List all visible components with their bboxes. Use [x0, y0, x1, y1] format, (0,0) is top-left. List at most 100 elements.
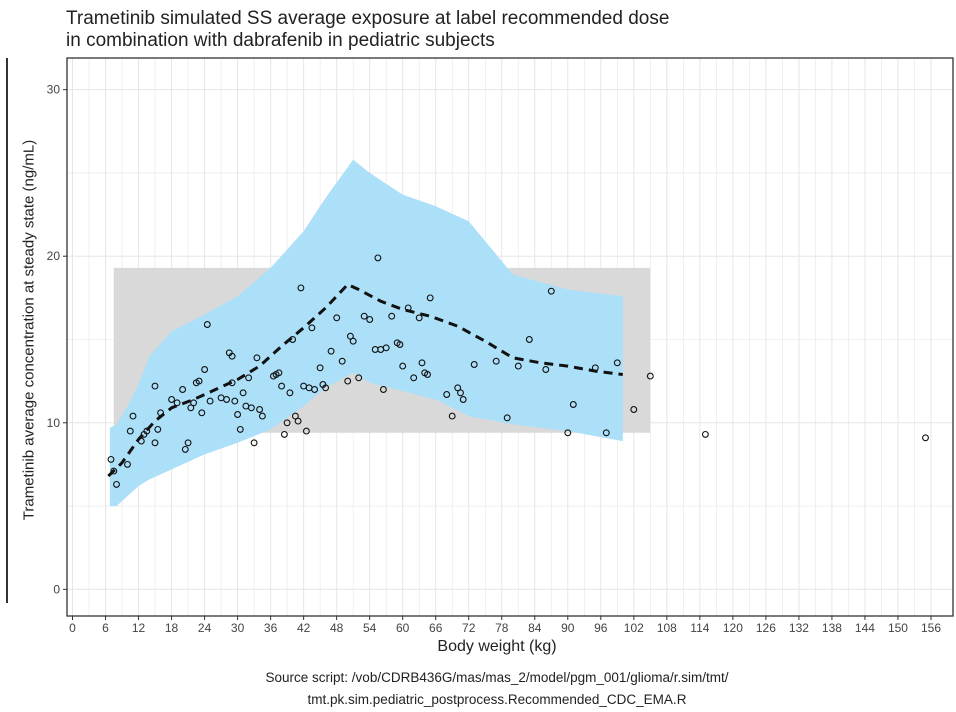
data-point	[187, 404, 195, 412]
data-point	[294, 417, 302, 425]
y-tick-label: 10	[47, 416, 61, 430]
data-point	[503, 414, 511, 422]
x-tick-label: 102	[624, 621, 644, 635]
data-point	[338, 357, 346, 365]
data-point	[110, 467, 118, 475]
observed-points	[107, 254, 929, 488]
data-point	[316, 364, 324, 372]
data-point	[374, 254, 382, 262]
data-point	[231, 397, 239, 405]
x-tick-label: 108	[657, 621, 677, 635]
data-point	[223, 396, 231, 403]
data-point	[388, 312, 396, 320]
data-point	[190, 399, 198, 407]
x-tick-label: 42	[297, 621, 311, 635]
data-point	[514, 362, 522, 370]
data-point	[308, 324, 316, 332]
data-point	[424, 371, 431, 378]
trend-line	[107, 283, 623, 478]
data-point	[344, 377, 352, 385]
data-point	[129, 412, 137, 420]
data-point	[613, 359, 621, 367]
x-tick-label: 138	[822, 621, 842, 635]
data-point	[454, 384, 462, 392]
data-point	[289, 336, 297, 343]
data-point	[382, 344, 390, 352]
data-point	[630, 406, 638, 413]
x-tick-label: 78	[495, 621, 509, 635]
data-point	[418, 359, 426, 367]
x-tick-label: 18	[165, 621, 179, 635]
x-tick-label: 126	[756, 621, 776, 635]
data-point	[602, 429, 610, 437]
x-tick-label: 120	[723, 621, 743, 635]
data-point	[399, 362, 407, 370]
data-point	[922, 434, 929, 442]
x-tick-label: 48	[330, 621, 344, 635]
x-tick-label: 24	[198, 621, 212, 635]
x-tick-label: 96	[594, 621, 608, 635]
data-point	[195, 377, 203, 385]
data-point	[239, 389, 247, 397]
data-point	[283, 419, 291, 427]
x-tick-label: 114	[690, 621, 709, 635]
x-tick-label: 12	[132, 621, 146, 635]
data-point	[569, 401, 577, 408]
data-point	[179, 386, 187, 393]
data-point	[154, 425, 162, 433]
caption-line-2: tmt.pk.sim.pediatric_postprocess.Recomme…	[307, 692, 687, 707]
x-tick-label: 60	[396, 621, 410, 635]
data-point	[355, 374, 363, 382]
data-point	[396, 341, 404, 348]
data-point	[228, 379, 236, 387]
x-tick-label: 0	[69, 621, 76, 635]
data-point	[113, 480, 120, 488]
data-point	[168, 396, 176, 403]
data-point	[410, 374, 418, 382]
plot-frame	[66, 57, 954, 617]
data-point	[302, 427, 310, 435]
trend-line-path	[107, 283, 623, 478]
data-point	[286, 389, 294, 397]
data-point	[198, 409, 206, 417]
x-tick-label: 132	[789, 621, 809, 635]
data-point	[701, 430, 709, 438]
data-point	[311, 386, 319, 393]
data-point	[256, 406, 264, 413]
data-point	[346, 332, 354, 340]
data-point	[275, 369, 283, 377]
data-point	[245, 374, 253, 382]
plot-border	[66, 57, 954, 617]
data-point	[278, 382, 286, 390]
data-point	[547, 287, 555, 295]
data-point	[234, 411, 242, 418]
data-point	[564, 429, 572, 437]
axis-ticks: 0 6 12 18 24 30 36 42 48 54 60 66 72 78 84 90 96 102 108 11…	[47, 83, 942, 635]
data-point	[448, 412, 456, 420]
data-point	[404, 304, 412, 312]
x-tick-label: 36	[264, 621, 278, 635]
data-point	[137, 437, 145, 445]
data-point	[206, 397, 214, 405]
data-point	[591, 364, 599, 372]
data-point	[327, 347, 335, 355]
x-tick-label: 150	[888, 621, 908, 635]
y-tick-label: 0	[53, 582, 60, 596]
data-point	[333, 314, 341, 322]
data-point	[542, 366, 550, 373]
data-point	[258, 412, 266, 420]
source-caption: Source script: /vob/CDRB436G/mas/mas_2/m…	[266, 667, 729, 711]
data-point	[415, 314, 423, 322]
y-tick-label: 20	[47, 249, 61, 263]
y-axis-label: Trametinib average concentration at stea…	[20, 139, 38, 521]
data-point	[151, 439, 159, 447]
data-point	[366, 316, 374, 323]
data-point	[184, 439, 192, 447]
data-point	[280, 430, 288, 438]
x-tick-label: 66	[429, 621, 443, 635]
data-point	[457, 389, 464, 397]
data-point	[525, 336, 533, 343]
data-point	[143, 427, 151, 435]
prediction-band	[109, 159, 623, 507]
